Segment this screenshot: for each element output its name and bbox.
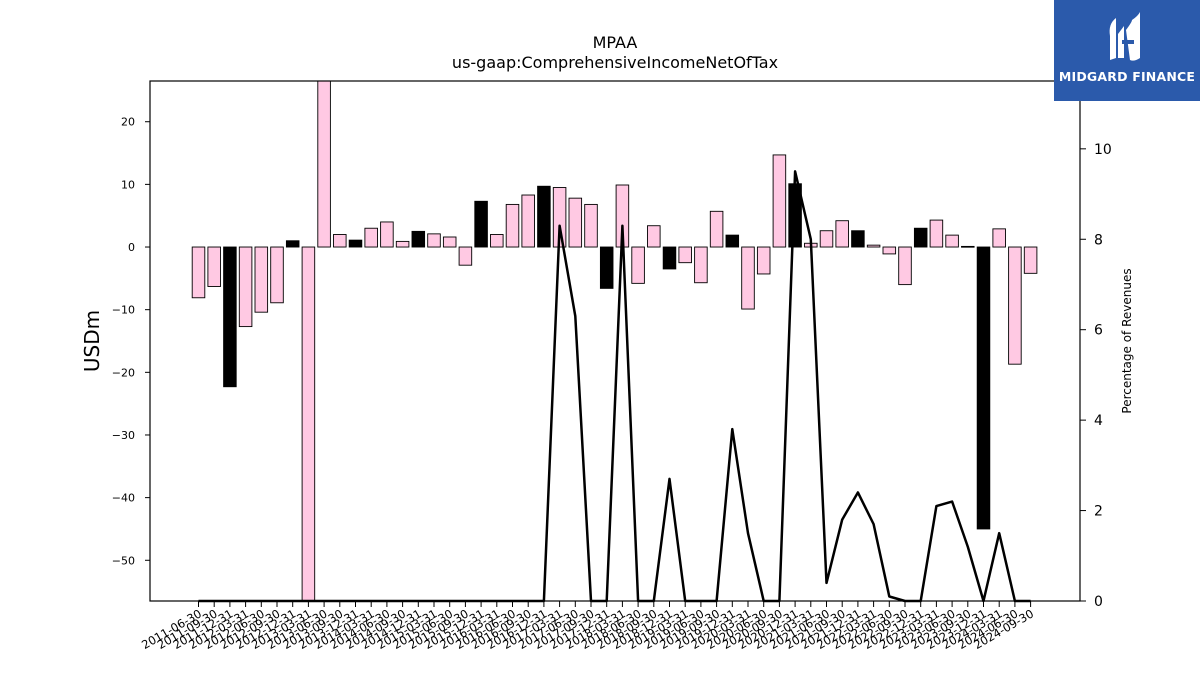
y-axis-label: USDm [80,310,104,372]
bar [238,246,253,328]
bar [725,234,740,248]
y-axis: 20 10 0 −10 −20 −30 −40 −50 [112,116,150,567]
bar [301,246,316,602]
y-tick-label: 0 [128,241,135,254]
bar [442,236,457,248]
bar [207,246,221,287]
bar [709,210,724,248]
logo-mark-icon [1054,0,1200,101]
bar [505,203,520,248]
bar [929,219,944,248]
bar [1023,246,1038,274]
bar [474,200,488,248]
chart-title: MPAA [593,33,638,52]
bar [866,244,881,248]
plot-frame [149,80,1081,602]
bar [537,185,551,248]
bar [348,239,363,248]
bar [191,246,206,299]
bar [662,246,677,270]
bar [631,246,645,284]
bar [380,221,394,248]
y-tick-label: −40 [112,492,135,505]
bar [364,227,378,248]
y-tick-label: −30 [112,429,135,442]
bar [254,246,269,313]
bar [427,233,441,248]
y2-tick-label: 2 [1094,504,1103,520]
bar [961,245,975,248]
bar [976,246,991,530]
bar [584,203,598,248]
bar [756,246,771,275]
bar [411,230,426,248]
bar [851,230,865,248]
bar [333,234,347,248]
bar [882,246,897,255]
y2-tick-label: 8 [1094,232,1103,248]
y-tick-label: −50 [112,554,135,567]
bar [599,246,614,289]
y2-tick-label: 4 [1094,413,1103,429]
chart-subtitle: us-gaap:ComprehensiveIncomeNetOfTax [452,53,778,72]
bar [945,234,959,248]
bar [395,240,410,248]
bar [317,80,331,248]
bar [678,246,692,264]
y-tick-label: 10 [121,178,135,191]
bar [223,246,237,388]
bar [913,227,928,248]
bar [1008,246,1022,365]
y2-tick-label: 10 [1094,142,1112,158]
bar [490,234,504,248]
bar [819,230,834,248]
logo-text: MIDGARD FINANCE [1058,69,1196,84]
midgard-finance-logo: MIDGARD FINANCE [1054,0,1200,101]
bar [694,246,708,284]
bar [898,246,912,286]
x-axis: 2011-06-302011-09-302011-12-312012-03-31… [139,601,1036,652]
bar [741,246,755,310]
bar [521,194,535,248]
bar [285,240,300,248]
y2-axis: 0 2 4 6 8 10 [1080,142,1112,610]
bar-series [191,80,1038,602]
bar [835,220,849,248]
bar [772,154,787,248]
y-tick-label: 20 [121,116,135,129]
bar [568,197,583,248]
bar [647,225,661,248]
bar [458,246,473,266]
bar [992,228,1006,248]
y2-axis-label: Percentage of Revenues [1120,268,1134,413]
y2-tick-label: 6 [1094,323,1103,339]
y-tick-label: −10 [112,304,135,317]
bar [270,246,284,304]
y-tick-label: −20 [112,366,135,379]
y2-tick-label: 0 [1094,594,1103,610]
